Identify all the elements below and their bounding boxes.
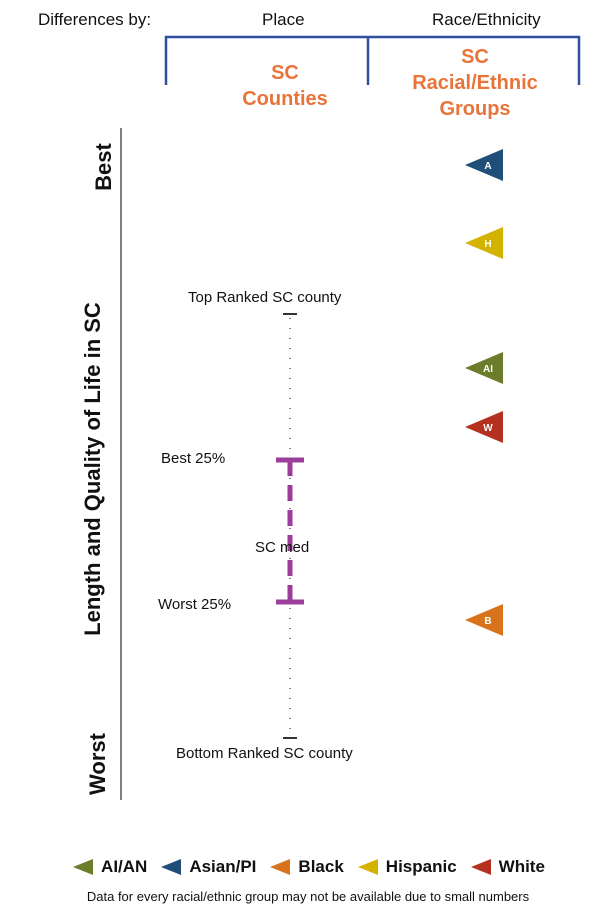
legend-label-asian-pi: Asian/PI	[189, 857, 257, 876]
iqr-bar	[276, 457, 304, 605]
marker-asian-pi: A	[465, 149, 503, 181]
sc-counties-line1: SC	[271, 62, 299, 84]
legend-item-ai-an: AI/AN	[71, 857, 147, 877]
legend-item-asian-pi: Asian/PI	[159, 857, 256, 877]
marker-hispanic: H	[465, 227, 503, 259]
place-header: Place	[262, 10, 305, 29]
best-25-label: Best 25%	[161, 450, 226, 467]
asian-pi-marker-icon	[161, 859, 182, 875]
axis-title: Length and Quality of Life in SC	[80, 302, 105, 636]
top-ranked-label: Top Ranked SC county	[188, 289, 342, 306]
county-range	[283, 313, 297, 739]
sc-groups-title: SC Racial/Ethnic Groups	[390, 44, 560, 122]
bottom-ranked-label: Bottom Ranked SC county	[176, 745, 353, 762]
sc-counties-line2: Counties	[242, 88, 328, 110]
hispanic-marker-icon	[357, 859, 378, 875]
marker-hispanic-letter: H	[484, 239, 491, 250]
legend-label-black: Black	[298, 857, 344, 876]
legend: AI/AN Asian/PI Black Hispanic White	[0, 852, 616, 882]
marker-black: B	[465, 604, 503, 636]
legend-label-hispanic: Hispanic	[385, 857, 457, 876]
footnote: Data for every racial/ethnic group may n…	[86, 889, 530, 904]
legend-item-black: Black	[268, 857, 344, 877]
worst-25-label: Worst 25%	[158, 596, 232, 613]
legend-item-white: White	[469, 857, 545, 877]
marker-black-letter: B	[484, 616, 491, 627]
marker-ai-an-letter: AI	[483, 364, 493, 375]
race-ethnicity-header: Race/Ethnicity	[432, 10, 541, 29]
marker-ai-an: AI	[465, 352, 503, 384]
axis-worst-label: Worst	[85, 733, 110, 795]
sc-counties-title: SC Counties	[220, 60, 350, 112]
axis-best-label: Best	[91, 143, 116, 191]
sc-groups-line1: SC	[461, 46, 489, 68]
legend-label-ai-an: AI/AN	[101, 857, 148, 876]
legend-item-hispanic: Hispanic	[356, 857, 457, 877]
marker-white: W	[465, 411, 503, 443]
white-marker-icon	[470, 859, 491, 875]
black-marker-icon	[270, 859, 291, 875]
sc-groups-line3: Groups	[439, 98, 511, 120]
header-bracket	[164, 35, 581, 85]
sc-median-label: SC med	[255, 539, 310, 556]
legend-label-white: White	[498, 857, 545, 876]
marker-asian-pi-letter: A	[484, 161, 491, 172]
ai-an-marker-icon	[73, 859, 94, 875]
sc-groups-line2: Racial/Ethnic	[412, 72, 538, 94]
marker-white-letter: W	[483, 423, 493, 434]
differences-by-label: Differences by:	[38, 10, 152, 29]
